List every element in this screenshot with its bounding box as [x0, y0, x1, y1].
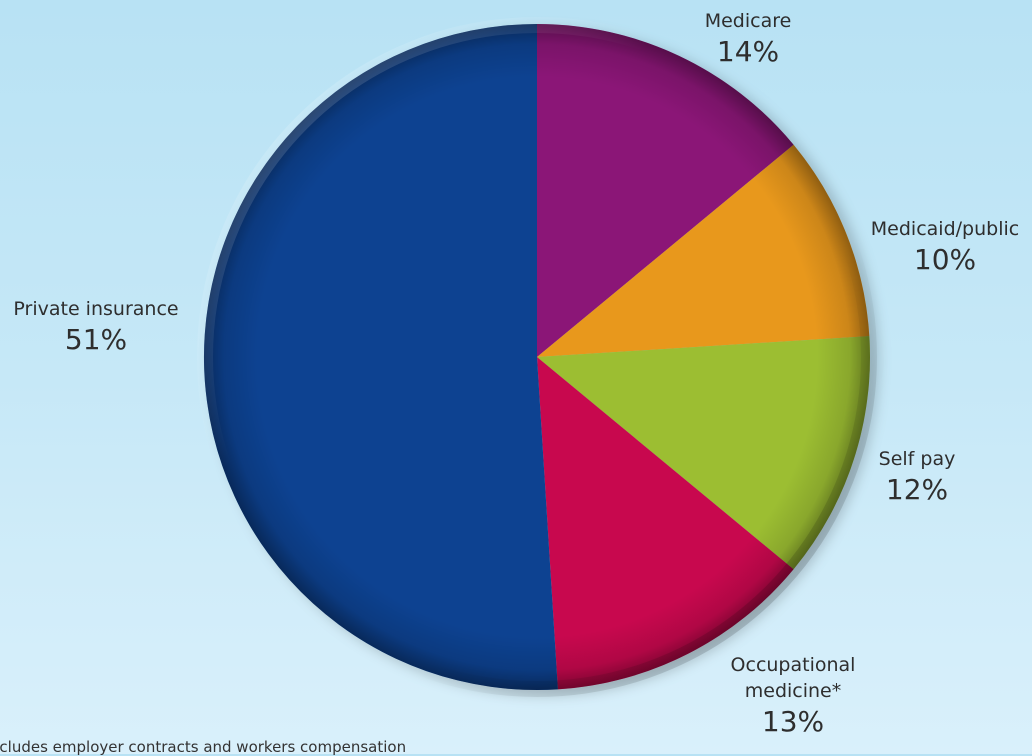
slice-percent: 10% [913, 243, 977, 276]
slice-name: Self pay [878, 448, 956, 470]
label-occupational-medicine: Occupational medicine* 13% [731, 652, 856, 740]
pie-rim-highlight [197, 17, 877, 697]
slice-name-line-1: Occupational [730, 654, 856, 676]
slice-name-line-2: medicine* [744, 680, 842, 702]
label-private-insurance: Private insurance 51% [13, 296, 178, 358]
label-medicaid-public: Medicaid/public 10% [871, 216, 1019, 278]
footnote: *Includes employer contracts and workers… [0, 738, 407, 756]
slice-percent: 12% [885, 473, 949, 506]
slice-name: Medicaid/public [870, 218, 1020, 240]
label-self-pay: Self pay 12% [879, 446, 956, 508]
slice-percent: 51% [64, 323, 128, 356]
slice-name: Private insurance [13, 298, 179, 320]
label-medicare: Medicare 14% [705, 8, 792, 70]
slice-percent: 14% [716, 35, 780, 68]
slice-percent: 13% [761, 705, 825, 738]
pie-rim-shading [204, 24, 870, 690]
slice-name: Medicare [704, 10, 792, 32]
